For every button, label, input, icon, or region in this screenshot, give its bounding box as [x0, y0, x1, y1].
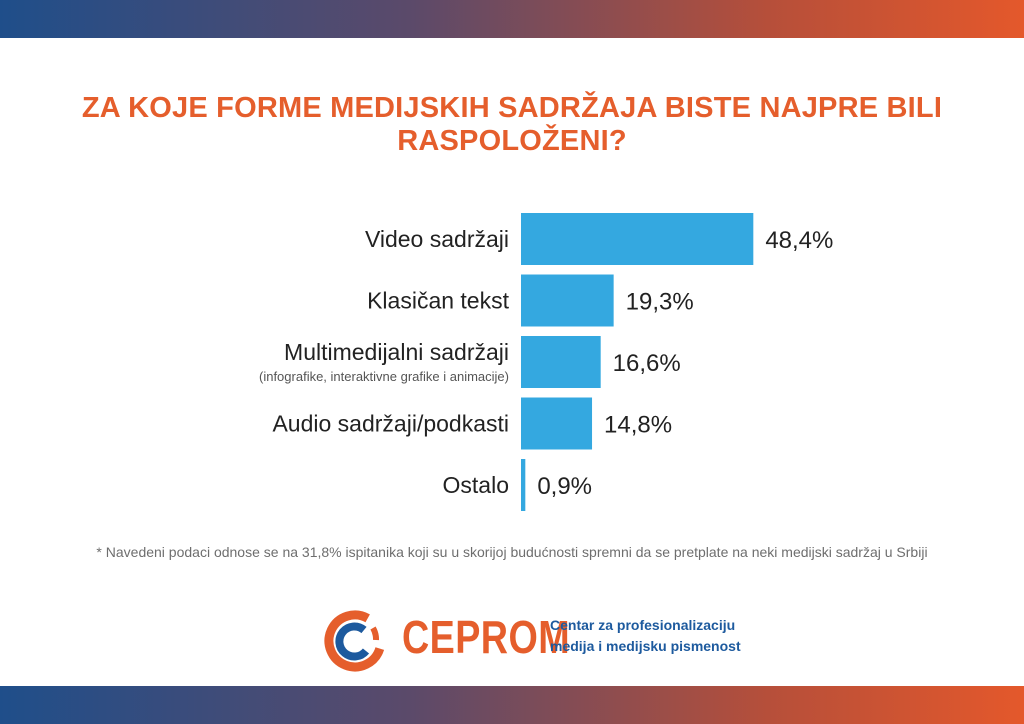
- logo-tagline: Centar za profesionalizaciju medija i me…: [550, 615, 770, 657]
- footnote: * Navedeni podaci odnose se na 31,8% isp…: [96, 544, 928, 560]
- bar-4: [521, 397, 593, 450]
- bar-5: [521, 459, 526, 511]
- value-label-4: 14,8%: [604, 412, 672, 439]
- bottom-gradient-band: [0, 686, 1024, 724]
- category-label-5: Ostalo: [443, 472, 509, 498]
- value-label-3: 16,6%: [613, 350, 681, 377]
- logo-tagline-line2: medija i medijsku pismenost: [550, 638, 741, 654]
- bar-2: [521, 274, 614, 327]
- category-label-2: Klasičan tekst: [367, 288, 510, 314]
- value-label-5: 0,9%: [537, 473, 592, 500]
- top-gradient-band: [0, 0, 1024, 38]
- value-label-2: 19,3%: [626, 289, 694, 316]
- bar-chart: Video sadržaji 48,4% Klasičan tekst 19,3% Mu…: [259, 213, 833, 511]
- bar-3: [521, 336, 601, 388]
- bar-1: [521, 213, 754, 265]
- category-sublabel-3: (infografike, interaktivne grafike i ani…: [259, 369, 509, 384]
- chart-title: ZA KOJE FORME MEDIJSKIH SADRŽAJA BISTE N…: [81, 92, 943, 157]
- ceprom-logo-icon: [324, 610, 385, 672]
- logo-name: CEPROM: [402, 611, 571, 663]
- category-label-4: Audio sadržaji/podkasti: [272, 411, 509, 437]
- category-label-1: Video sadržaji: [365, 226, 509, 252]
- category-label-3: Multimedijalni sadržaji: [284, 339, 509, 365]
- logo-tagline-line1: Centar za profesionalizaciju: [550, 617, 736, 633]
- value-label-1: 48,4%: [765, 227, 833, 254]
